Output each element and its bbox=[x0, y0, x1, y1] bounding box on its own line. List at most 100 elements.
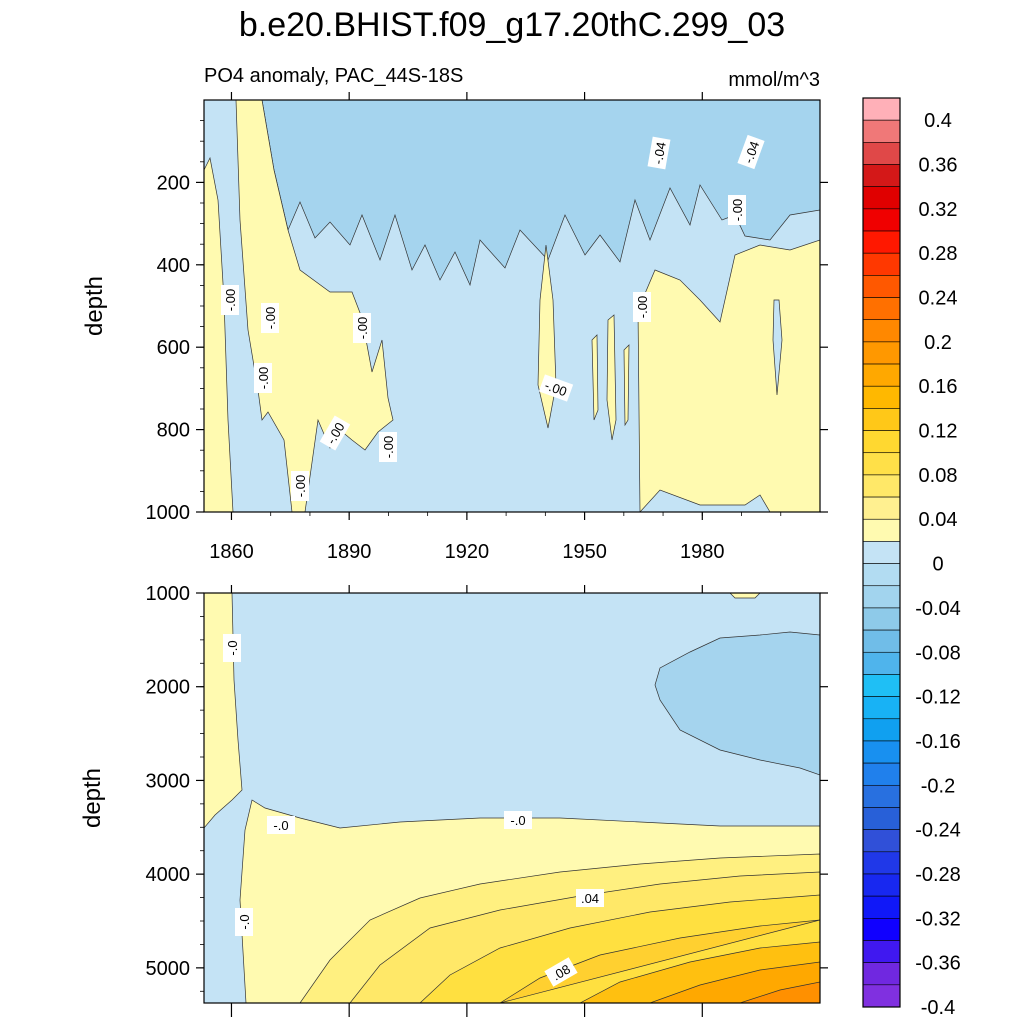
upper-x-tick-label: 1890 bbox=[327, 541, 372, 563]
upper-y-tick-label: 1000 bbox=[146, 502, 191, 524]
colorbar-swatch bbox=[862, 518, 901, 542]
colorbar-swatch bbox=[862, 430, 901, 454]
lower-y-tick-label: 3000 bbox=[146, 770, 191, 792]
colorbar-swatch bbox=[862, 984, 901, 1008]
colorbar-swatch bbox=[862, 319, 901, 343]
colorbar-label: 0.08 bbox=[919, 465, 958, 487]
colorbar-swatch bbox=[862, 341, 901, 365]
lower-y-tick-label: 1000 bbox=[146, 583, 191, 605]
colorbar-swatch bbox=[862, 275, 901, 298]
svg-text:.04: .04 bbox=[581, 891, 599, 906]
colorbar-frame bbox=[862, 97, 901, 1008]
upper-x-tick-label: 1950 bbox=[562, 541, 607, 563]
colorbar-swatch bbox=[862, 97, 901, 121]
upper-contour-label: -.00 bbox=[291, 471, 309, 501]
colorbar-swatch bbox=[862, 762, 901, 786]
colorbar-swatch bbox=[862, 563, 901, 587]
upper-region-pos-wedge bbox=[235, 100, 394, 512]
upper-contour-label: -.04 bbox=[737, 134, 765, 170]
svg-text:-.04: -.04 bbox=[741, 139, 763, 165]
colorbar-label: 0 bbox=[932, 554, 943, 576]
colorbar-swatch bbox=[862, 895, 901, 919]
figure-title: b.e20.BHIST.f09_g17.20thC.299_03 bbox=[239, 6, 785, 44]
lower-tick-labels: 1000 2000 3000 4000 5000 bbox=[146, 583, 191, 980]
colorbar-swatch bbox=[862, 119, 901, 143]
colorbar-swatch bbox=[862, 740, 901, 764]
upper-region-pos-spike2 bbox=[591, 334, 599, 421]
colorbar-swatch bbox=[862, 252, 901, 276]
colorbar-label: 0.32 bbox=[919, 199, 958, 221]
upper-y-tick-label: 200 bbox=[157, 172, 190, 194]
svg-text:-.00: -.00 bbox=[381, 436, 396, 458]
upper-x-tick-label: 1860 bbox=[209, 541, 254, 563]
svg-text:-.0: -.0 bbox=[273, 818, 288, 833]
upper-contour-label: -.00 bbox=[633, 292, 651, 322]
upper-contour-label: -.00 bbox=[538, 374, 574, 402]
colorbar-swatch bbox=[862, 918, 901, 941]
colorbar-label: -0.28 bbox=[915, 864, 961, 886]
colorbar-swatch bbox=[862, 851, 901, 875]
upper-contour-label: -.04 bbox=[647, 136, 671, 170]
upper-x-tick-label: 1920 bbox=[445, 541, 490, 563]
lower-contour-top-edge bbox=[729, 593, 761, 599]
colorbar-swatch bbox=[862, 541, 901, 564]
svg-text:-.00: -.00 bbox=[223, 289, 238, 311]
colorbar-label: -0.4 bbox=[921, 997, 955, 1019]
colorbar-label: 0.12 bbox=[919, 421, 958, 443]
colorbar-swatch bbox=[862, 784, 901, 808]
colorbar-swatch bbox=[862, 674, 901, 697]
svg-text:-.00: -.00 bbox=[355, 317, 370, 339]
colorbar-label: -0.24 bbox=[915, 820, 961, 842]
colorbar-swatch bbox=[862, 186, 901, 210]
colorbar-swatch bbox=[862, 363, 901, 387]
upper-contour-label: -.00 bbox=[728, 195, 746, 225]
colorbar-swatch bbox=[862, 696, 901, 720]
colorbar-label: 0.28 bbox=[919, 243, 958, 265]
lower-contour-label: .08 bbox=[544, 957, 578, 987]
colorbar-label: -0.2 bbox=[921, 775, 955, 797]
colorbar-label: -0.04 bbox=[915, 598, 961, 620]
colorbar-swatch bbox=[862, 940, 901, 963]
upper-region-pos-left bbox=[204, 156, 234, 512]
svg-text:-.0: -.0 bbox=[237, 914, 252, 929]
lower-contour-label: -.0 bbox=[223, 634, 241, 662]
lower-ticks bbox=[196, 585, 828, 1017]
colorbar-swatch bbox=[862, 142, 901, 165]
upper-contour-label: -.00 bbox=[261, 303, 279, 333]
upper-y-tick-label: 400 bbox=[157, 255, 190, 277]
lower-y-tick-label: 5000 bbox=[146, 958, 191, 980]
lower-contour-label: -.0 bbox=[267, 816, 295, 834]
colorbar-swatch bbox=[862, 651, 901, 675]
upper-subtitle-left: PO4 anomaly, PAC_44S-18S bbox=[204, 65, 463, 87]
lower-region-neg04 bbox=[654, 631, 820, 776]
upper-ticks bbox=[196, 92, 828, 520]
colorbar-swatch bbox=[862, 496, 901, 520]
svg-text:-.00: -.00 bbox=[256, 367, 271, 389]
colorbar-label: -0.16 bbox=[915, 731, 961, 753]
colorbar-swatch bbox=[862, 474, 901, 498]
upper-contour-label: -.00 bbox=[254, 363, 272, 393]
colorbar-swatch bbox=[862, 629, 901, 653]
upper-y-tick-label: 800 bbox=[157, 420, 190, 442]
colorbar-swatch bbox=[862, 585, 901, 609]
upper-contour-neg-small bbox=[772, 299, 783, 396]
svg-text:-.00: -.00 bbox=[293, 475, 308, 497]
colorbar-swatch bbox=[862, 829, 901, 853]
svg-text:-.0: -.0 bbox=[225, 640, 240, 655]
upper-contour-label: -.00 bbox=[353, 313, 371, 343]
lower-contour-label: -.0 bbox=[504, 811, 532, 829]
upper-contour-label: -.00 bbox=[379, 432, 397, 462]
upper-contour-labels: -.00-.00-.00-.00-.00-.00-.00-.00-.00-.00… bbox=[221, 134, 765, 501]
colorbar-swatch bbox=[862, 962, 901, 986]
colorbar-swatch bbox=[862, 873, 901, 897]
colorbar-swatch bbox=[862, 208, 901, 232]
colorbar-swatch bbox=[862, 408, 901, 431]
lower-y-axis-label: depth bbox=[79, 768, 106, 828]
upper-region-pos-spike1 bbox=[606, 314, 617, 441]
lower-y-tick-label: 4000 bbox=[146, 864, 191, 886]
upper-tick-labels: 1860 1890 1920 1950 1980 200 400 600 800 1000 bbox=[146, 172, 725, 563]
colorbar-label: -0.08 bbox=[915, 642, 961, 664]
upper-panel: PO4 anomaly, PAC_44S-18S mmol/m^3 1860 18… bbox=[81, 65, 828, 563]
colorbar-label: -0.32 bbox=[915, 908, 961, 930]
